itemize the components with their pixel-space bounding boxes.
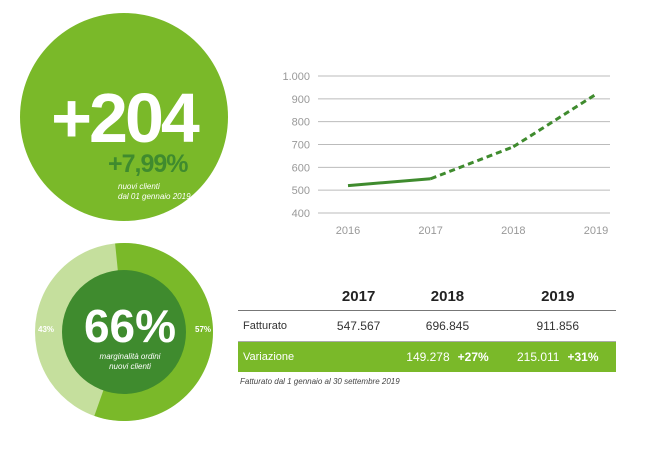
y-tick-label: 900 xyxy=(292,94,310,106)
new-clients-note-2: dal 01 gennaio 2019 xyxy=(118,192,191,201)
table-row-fatturato: Fatturato 547.567 696.845 911.856 xyxy=(238,310,616,342)
margin-note-2: nuovi clienti xyxy=(109,362,151,371)
variazione-2019-change: +31% xyxy=(567,350,599,364)
y-tick-label: 800 xyxy=(292,117,310,129)
x-tick-label: 2017 xyxy=(418,225,442,237)
header-empty xyxy=(238,282,322,311)
kpi-circle xyxy=(20,13,228,221)
series-segment xyxy=(430,145,514,181)
x-tick-label: 2019 xyxy=(584,225,608,237)
series-segment xyxy=(512,93,597,149)
margin-note-1: marginalità ordini xyxy=(99,352,161,361)
variazione-2018-cell: 149.278 +27% xyxy=(395,342,499,373)
series-segment xyxy=(347,177,431,188)
variazione-2017-empty xyxy=(322,342,396,373)
revenue-line-chart: 400 500 600 700 800 900 1.000 2016 2017 2018 2019 xyxy=(282,71,610,237)
y-tick-label: 500 xyxy=(292,185,310,197)
x-tick-label: 2018 xyxy=(501,225,525,237)
header-2018: 2018 xyxy=(395,282,500,311)
margin-value: 66% xyxy=(83,300,177,352)
donut-center xyxy=(62,270,186,394)
fatturato-label: Fatturato xyxy=(238,310,322,342)
new-clients-note-1: nuovi clienti xyxy=(118,182,160,191)
fatturato-2018: 696.845 xyxy=(395,310,500,342)
variazione-2018-change: +27% xyxy=(457,350,489,364)
table-row-variazione: Variazione 149.278 +27% 215.011 +31% xyxy=(238,341,617,373)
variazione-2019-cell: 215.011 +31% xyxy=(500,342,617,373)
header-2017: 2017 xyxy=(321,282,396,311)
variazione-2018-value: 149.278 xyxy=(406,350,450,364)
revenue-table: 2017 2018 2019 Fatturato 547.567 696.845… xyxy=(238,282,616,372)
y-tick-label: 400 xyxy=(292,208,310,220)
header-2019: 2019 xyxy=(499,282,616,311)
margin-donut xyxy=(35,243,214,421)
variazione-2019-value: 215.011 xyxy=(516,350,560,364)
fatturato-2019: 911.856 xyxy=(499,310,616,342)
y-tick-label: 600 xyxy=(292,162,310,174)
donut-left-label: 43% xyxy=(38,325,55,334)
y-tick-label: 1.000 xyxy=(282,71,310,83)
table-header-row: 2017 2018 2019 xyxy=(238,282,616,311)
y-tick-label: 700 xyxy=(292,140,310,152)
fatturato-2017: 547.567 xyxy=(321,310,396,342)
table-footnote: Fatturato dal 1 gennaio al 30 settembre … xyxy=(240,377,400,386)
new-clients-change: +7,99% xyxy=(108,150,189,178)
donut-right-label: 57% xyxy=(195,325,212,334)
x-tick-label: 2016 xyxy=(336,225,360,237)
new-clients-value: +204 xyxy=(51,79,200,157)
variazione-label: Variazione xyxy=(243,351,295,363)
